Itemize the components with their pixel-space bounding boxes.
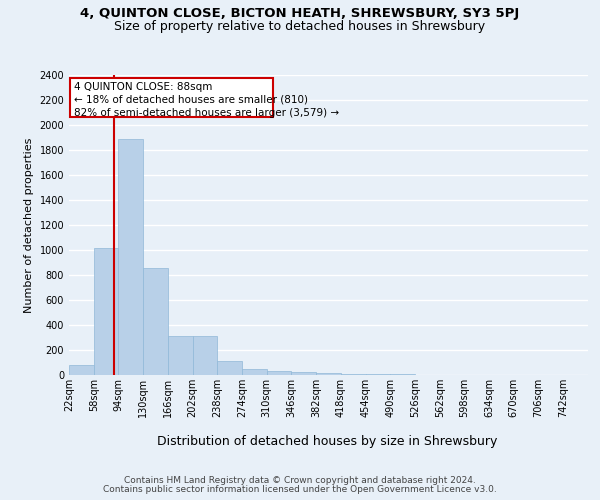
- Bar: [267, 370, 292, 375]
- Bar: [390, 374, 415, 375]
- Text: 4, QUINTON CLOSE, BICTON HEATH, SHREWSBURY, SY3 5PJ: 4, QUINTON CLOSE, BICTON HEATH, SHREWSBU…: [80, 8, 520, 20]
- Bar: [94, 248, 118, 375]
- Text: Contains public sector information licensed under the Open Government Licence v3: Contains public sector information licen…: [103, 485, 497, 494]
- Bar: [242, 370, 267, 375]
- Text: 82% of semi-detached houses are larger (3,579) →: 82% of semi-detached houses are larger (…: [74, 108, 340, 118]
- Bar: [118, 138, 143, 375]
- Bar: [193, 336, 217, 375]
- Text: Size of property relative to detached houses in Shrewsbury: Size of property relative to detached ho…: [115, 20, 485, 33]
- Bar: [292, 372, 316, 375]
- Bar: [217, 361, 242, 375]
- Text: Contains HM Land Registry data © Crown copyright and database right 2024.: Contains HM Land Registry data © Crown c…: [124, 476, 476, 485]
- Bar: [316, 373, 341, 375]
- Bar: [168, 336, 193, 375]
- Bar: [365, 374, 390, 375]
- Text: 4 QUINTON CLOSE: 88sqm: 4 QUINTON CLOSE: 88sqm: [74, 82, 213, 92]
- FancyBboxPatch shape: [70, 78, 273, 117]
- Text: ← 18% of detached houses are smaller (810): ← 18% of detached houses are smaller (81…: [74, 94, 308, 104]
- Bar: [341, 374, 365, 375]
- Y-axis label: Number of detached properties: Number of detached properties: [24, 138, 34, 312]
- Bar: [69, 365, 94, 375]
- Text: Distribution of detached houses by size in Shrewsbury: Distribution of detached houses by size …: [157, 435, 497, 448]
- Bar: [143, 268, 168, 375]
